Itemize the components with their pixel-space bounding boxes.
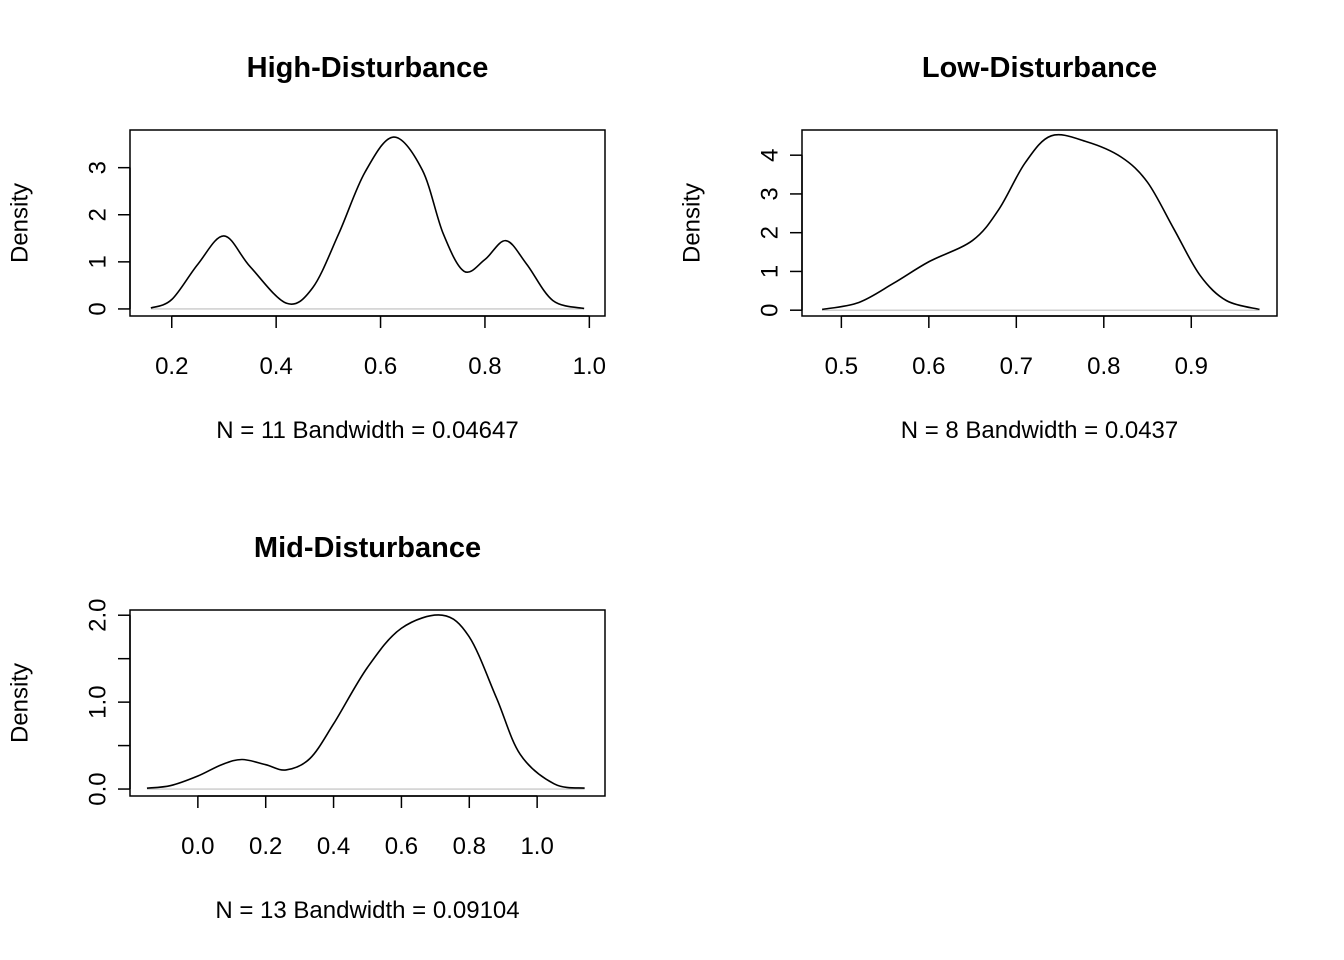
x-tick-label: 0.6 [912,353,945,380]
density-curve [150,136,585,310]
density-panel-2: Low-Disturbance 0.5 0.6 0.7 0.8 0.9 0 1 2 3 4 N = 8… [679,52,1278,444]
x-tick-label: 0.4 [259,353,292,380]
plot-frame [801,129,1278,317]
x-tick-label: 0.5 [825,353,858,380]
x-axis-label: N = 13 Bandwidth = 0.09104 [215,897,519,924]
y-tick-label: 3 [757,187,784,200]
x-axis-label: N = 11 Bandwidth = 0.04647 [216,417,518,444]
plot-frame [129,609,606,797]
x-tick-label: 0.6 [385,833,418,860]
x-tick-label: 0.4 [317,833,350,860]
y-axis-label: Density [7,663,34,743]
x-tick-label: 0.0 [181,833,214,860]
y-tick-label: 3 [85,161,112,174]
density-curve [146,614,585,789]
y-tick-label: 1.0 [85,685,112,718]
y-tick-label: 4 [757,149,784,162]
x-tick-label: 0.6 [364,353,397,380]
y-tick-label: 0.0 [85,772,112,805]
y-tick-label: 2 [85,208,112,221]
x-tick-label: 1.0 [520,833,553,860]
x-tick-label: 0.8 [1087,353,1120,380]
x-tick-label: 0.9 [1175,353,1208,380]
x-axis-label: N = 8 Bandwidth = 0.0437 [901,417,1179,444]
panel-title: Low-Disturbance [922,52,1157,84]
panel-title: Mid-Disturbance [254,532,481,564]
y-tick-label: 2.0 [85,599,112,632]
x-tick-label: 1.0 [573,353,606,380]
x-tick-label: 0.2 [155,353,188,380]
y-axis-label: Density [679,183,706,263]
y-tick-label: 0 [757,304,784,317]
plot-frame [129,129,606,317]
density-panel-3: Mid-Disturbance 0.0 0.2 0.4 0.6 0.8 1.0 0.0 1.0 2… [7,532,606,924]
y-tick-label: 2 [757,226,784,239]
x-tick-label: 0.8 [453,833,486,860]
x-tick-label: 0.7 [1000,353,1033,380]
density-curve [821,133,1260,311]
y-tick-label: 1 [757,265,784,278]
y-tick-label: 1 [85,255,112,268]
x-tick-label: 0.8 [468,353,501,380]
panel-title: High-Disturbance [247,52,489,84]
y-axis-label: Density [7,183,34,263]
density-panel-1: High-Disturbance 0.2 0.4 0.6 0.8 1.0 0 1 2 3 N = 1… [7,52,607,444]
x-tick-label: 0.2 [249,833,282,860]
y-tick-label: 0 [85,302,112,315]
